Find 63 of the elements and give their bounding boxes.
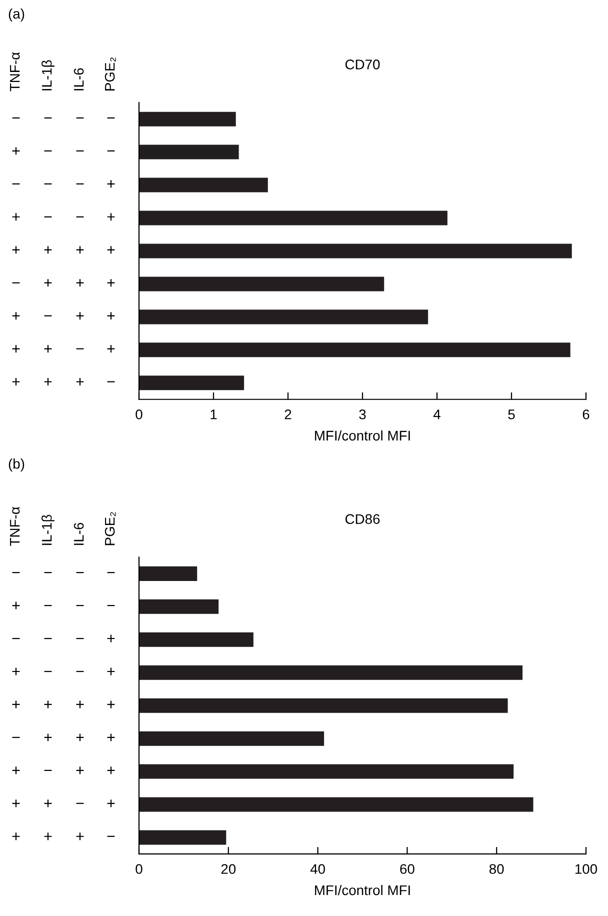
x-tick-label: 0: [136, 409, 142, 420]
x-tick-label: 0: [136, 864, 142, 874]
category-label: − + + +: [12, 734, 115, 742]
category-label: + + − +: [12, 800, 115, 808]
text: PGE₂: [104, 58, 116, 90]
bar: [139, 698, 508, 713]
bar: [139, 376, 244, 390]
text: TNF-α: [10, 506, 20, 546]
x-tick-label: 2: [284, 409, 292, 420]
category-label: + − − +: [12, 213, 115, 221]
text: IL-6: [74, 68, 84, 90]
x-tick-label: 20: [221, 864, 236, 874]
bar: [139, 144, 239, 160]
category-label: + + + −: [12, 832, 115, 840]
category-label: + − + +: [12, 312, 115, 320]
x-tick-label: 4: [433, 410, 440, 420]
bar: [139, 566, 198, 581]
category-label: + + − +: [12, 345, 115, 353]
category-label: + − − +: [12, 668, 115, 676]
bar: [139, 599, 219, 614]
bar: [139, 830, 226, 845]
bar: [139, 276, 384, 292]
x-tick-label: 100: [575, 864, 598, 874]
text: TNF-α: [10, 52, 20, 92]
chart-title: CD86: [345, 514, 380, 524]
category-label: + + + +: [12, 700, 115, 708]
category-label: − − − +: [12, 180, 115, 188]
x-axis-title: MFI/control MFI: [315, 884, 410, 896]
bar: [139, 210, 448, 226]
bar: [139, 632, 254, 647]
bar: [139, 665, 523, 680]
bar: [139, 731, 324, 746]
text: PGE₂: [104, 512, 116, 546]
bar: [139, 342, 570, 358]
category-label: − − − −: [12, 572, 115, 574]
x-axis-title: MFI/control MFI: [315, 430, 410, 441]
bar: [139, 797, 534, 812]
x-tick-label: 60: [400, 864, 414, 874]
bar: [139, 310, 428, 324]
category-label: + + + +: [12, 246, 115, 254]
category-label: + − − −: [12, 602, 115, 610]
category-label: + − − −: [12, 147, 115, 155]
bar: [139, 764, 514, 779]
category-label: + − + +: [12, 766, 115, 774]
x-tick-label: 1: [210, 410, 217, 420]
text: IL-6: [74, 522, 84, 545]
bar: [139, 244, 572, 258]
text: IL-1β: [42, 514, 54, 545]
category-label: − − − +: [12, 634, 115, 642]
category-label: + + + −: [12, 378, 115, 386]
text: (b): [8, 458, 24, 472]
category-label: − − − −: [12, 117, 115, 118]
x-tick-label: 3: [359, 409, 366, 420]
text: IL-1β: [42, 60, 54, 90]
bar: [139, 178, 268, 192]
chart-title: CD70: [345, 60, 380, 70]
bar: [139, 112, 236, 126]
x-tick-label: 80: [489, 864, 504, 874]
x-tick-label: 6: [582, 409, 590, 420]
category-label: − + + +: [12, 279, 115, 287]
x-tick-label: 40: [310, 864, 325, 874]
x-tick-label: 5: [508, 410, 515, 420]
text: (a): [8, 8, 24, 22]
